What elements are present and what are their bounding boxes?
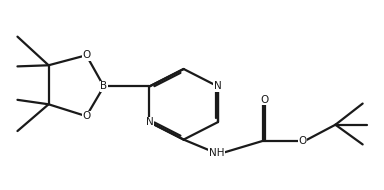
Text: O: O — [82, 50, 91, 60]
Text: O: O — [298, 136, 306, 146]
Text: NH: NH — [209, 148, 225, 158]
Text: N: N — [214, 82, 222, 91]
Text: N: N — [146, 117, 153, 127]
Text: O: O — [260, 95, 269, 105]
Text: O: O — [82, 111, 91, 121]
Text: B: B — [100, 82, 108, 91]
